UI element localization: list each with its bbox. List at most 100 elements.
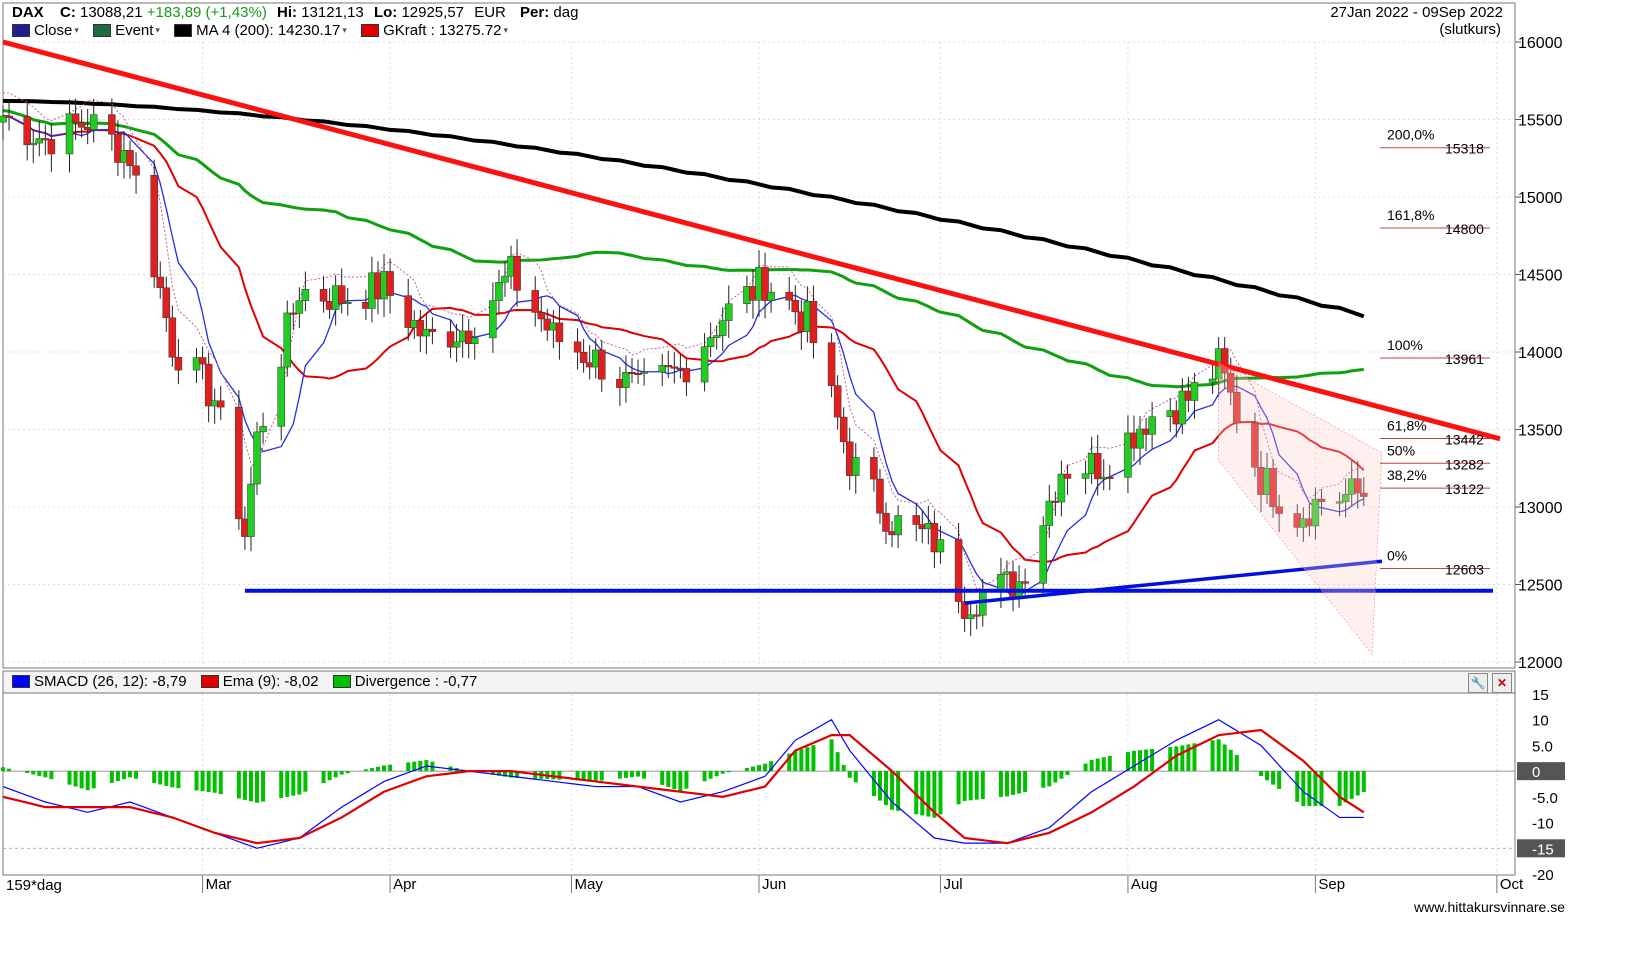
candle-up: [936, 539, 945, 553]
close-icon[interactable]: ✕: [1492, 673, 1512, 693]
candle-down: [761, 267, 769, 301]
divergence-bar: [25, 771, 30, 774]
divergence-bar: [980, 771, 985, 799]
candle-down: [664, 365, 673, 368]
x-tick-label: May: [575, 876, 604, 893]
fib-value-label: 13442: [1445, 431, 1484, 447]
divergence-bar: [327, 771, 332, 781]
candle-down: [162, 287, 171, 318]
divergence-bar: [1059, 771, 1064, 779]
divergence-bar: [200, 771, 205, 792]
divergence-bar: [291, 771, 296, 796]
divergence-bar: [345, 771, 350, 774]
divergence-bar: [617, 771, 622, 779]
divergence-bar: [877, 771, 882, 801]
legend-event[interactable]: Event ▾: [93, 22, 160, 39]
divergence-bar: [509, 771, 514, 778]
divergence-bar: [557, 771, 562, 780]
legend-close[interactable]: Close ▾: [12, 22, 79, 39]
hi-value: 13121,13: [301, 4, 364, 21]
macd-y-tick-label: 0: [1532, 764, 1540, 781]
divergence-bar: [412, 761, 417, 772]
candles: [0, 98, 1368, 636]
candle-down: [972, 614, 981, 617]
candle-down: [598, 349, 606, 380]
smacd-line: [2, 718, 1364, 849]
divergence-bar: [1277, 771, 1282, 789]
ma200-line: [2, 98, 1365, 319]
divergence-bar: [974, 771, 979, 800]
x-tick-label: Jun: [762, 876, 786, 893]
change-value: +183,89 (+1,43%): [146, 4, 267, 21]
divergence-bar: [1216, 739, 1221, 772]
candle-down: [156, 276, 164, 289]
hi-label: Hi:: [277, 4, 298, 21]
candle-up: [495, 282, 503, 301]
candle-down: [198, 357, 207, 365]
divergence-bar: [1089, 759, 1094, 772]
divergence-bar: [1125, 752, 1130, 772]
legend-divergence[interactable]: Divergence : -0,77: [332, 673, 477, 690]
fib-value-label: 12603: [1445, 562, 1484, 578]
divergence-bar: [714, 771, 719, 777]
divergence-bar: [829, 739, 834, 772]
y-tick-highlight: [1517, 762, 1565, 781]
divergence-bar: [853, 771, 858, 783]
divergence-bar: [109, 771, 114, 783]
divergence-bar: [1047, 771, 1052, 787]
legend-ema[interactable]: Ema (9): -8,02: [200, 673, 319, 690]
candle-up: [1081, 473, 1090, 479]
divergence-bar: [841, 764, 846, 772]
macd-y-tick-label: -15: [1532, 841, 1554, 858]
y-tick-label: 16000: [1518, 35, 1563, 52]
legend-label: MA 4 (200): 14230.17: [196, 22, 341, 39]
divergence-bar: [1095, 758, 1100, 772]
candle-up: [1148, 416, 1156, 435]
divergence-bar: [73, 771, 78, 787]
candle-down: [912, 515, 920, 525]
period-value: dag: [553, 4, 579, 21]
divergence-bar: [1271, 771, 1276, 785]
candle-down: [1360, 492, 1368, 497]
legend-gkraft[interactable]: GKraft : 13275.72 ▾: [361, 22, 508, 39]
macd-y-tick-label: -5.0: [1532, 790, 1558, 807]
y-tick-label: 14500: [1518, 268, 1563, 285]
candle-up: [966, 614, 975, 619]
macd-y-tick-label: -10: [1532, 816, 1554, 833]
candle-up: [658, 365, 666, 373]
fib-value-label: 13122: [1445, 481, 1484, 497]
candle-down: [446, 331, 455, 348]
divergence-bar: [158, 771, 163, 785]
legend-ma200[interactable]: MA 4 (200): 14230.17 ▾: [174, 22, 347, 39]
candle-down: [428, 328, 437, 332]
candle-down: [1251, 422, 1259, 468]
candle-down: [150, 174, 158, 278]
divergence-bar: [629, 771, 634, 778]
legend-smacd[interactable]: SMACD (26, 12): -8,79: [12, 673, 187, 690]
divergence-bar: [847, 771, 852, 778]
legend-swatch: [174, 24, 193, 37]
divergence-bar: [726, 771, 731, 773]
divergence-bar: [1265, 771, 1270, 781]
divergence-bar: [1337, 771, 1342, 806]
divergence-bar: [49, 771, 54, 780]
divergence-bar: [1210, 740, 1215, 772]
candle-down: [1354, 478, 1362, 494]
divergence-bar: [793, 751, 798, 772]
candle-down: [174, 357, 183, 371]
currency: EUR: [474, 4, 506, 21]
fib-value-label: 13961: [1445, 351, 1484, 367]
divergence-bar: [212, 771, 217, 793]
divergence-bar: [1180, 745, 1185, 772]
divergence-bar: [920, 771, 925, 816]
period-label: Per:: [520, 4, 550, 21]
divergence-bar: [515, 771, 520, 778]
divergence-bar: [382, 765, 387, 772]
legend-swatch: [12, 24, 30, 37]
ma50-line: [2, 109, 1364, 389]
divergence-bar: [1313, 771, 1318, 807]
wrench-icon[interactable]: 🔧: [1468, 673, 1488, 693]
divergence-bar: [938, 771, 943, 815]
candle-down: [47, 139, 56, 155]
projection-zone: [1218, 362, 1383, 656]
